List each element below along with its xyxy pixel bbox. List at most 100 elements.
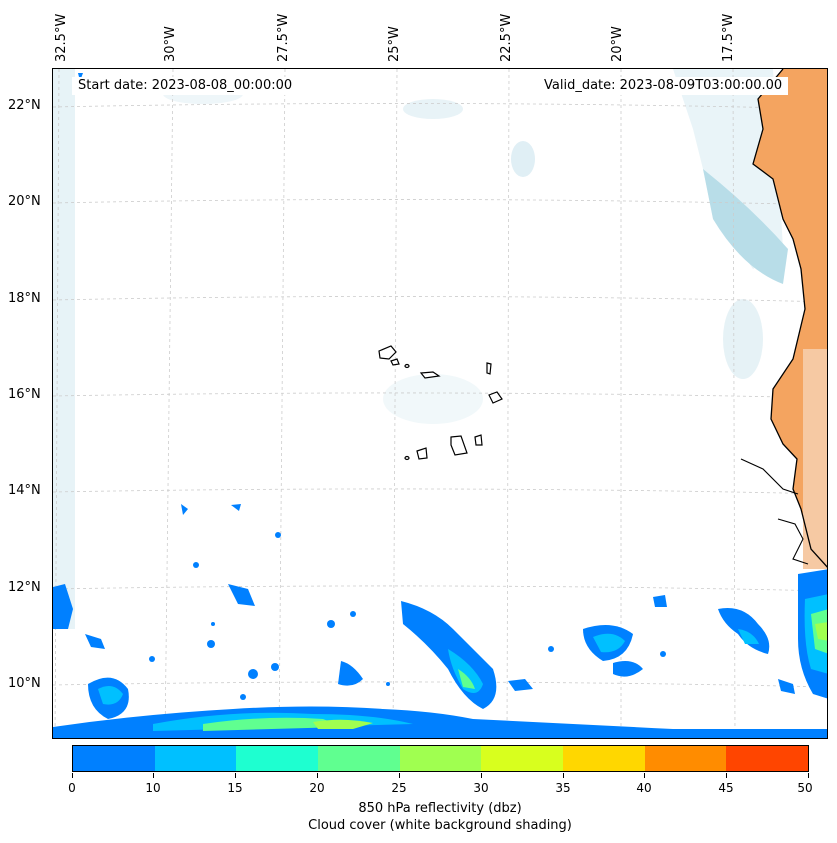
colorbar-segment-25-30 (399, 746, 482, 771)
island-santo-antao (378, 345, 397, 360)
colorbar-subtitle: Cloud cover (white background shading) (308, 818, 572, 833)
colorbar-tick (72, 773, 73, 778)
reflectivity-cell (548, 646, 554, 652)
reflectivity-band-peak (313, 719, 373, 729)
colorbar-label-40: 40 (636, 781, 652, 795)
grid-lat-18n (53, 296, 827, 303)
reflectivity-cell (401, 601, 497, 709)
grid-lat-14n (53, 488, 827, 495)
colorbar-segment-15-20 (236, 746, 319, 771)
colorbar-tick (563, 773, 564, 778)
lon-label-32-5w: 32.5°W (54, 13, 69, 62)
reflectivity-cell (653, 595, 667, 607)
grid-lat-20n (53, 199, 827, 206)
colorbar-label-25: 25 (391, 781, 407, 795)
colorbar-label-20: 20 (309, 781, 325, 795)
reflectivity-cell (248, 669, 258, 679)
start-date-label: Start date: 2023-08-08_00:00:00 (72, 77, 299, 95)
reflectivity-cell (240, 694, 246, 700)
reflectivity-cell (271, 663, 279, 671)
island-sal (486, 362, 492, 375)
border-line (777, 518, 809, 565)
grid-lat-16n (53, 392, 827, 399)
colorbar-tick (399, 773, 400, 778)
reflectivity-cell (275, 532, 281, 538)
reflectivity-cell (660, 651, 666, 657)
island-brava (404, 455, 410, 461)
reflectivity-cell (231, 504, 241, 511)
reflectivity-cell (508, 679, 533, 691)
colorbar-tick (235, 773, 236, 778)
island-fogo (416, 447, 428, 460)
colorbar-label-0: 0 (68, 781, 76, 795)
cloud-patch (383, 374, 483, 424)
grid-lat-12n (53, 585, 827, 592)
lon-label-30w: 30°W (163, 26, 178, 62)
reflectivity-cell (386, 682, 390, 686)
colorbar-tick (481, 773, 482, 778)
grid-lat-10n (53, 681, 827, 688)
colorbar-segment-0-10 (73, 746, 155, 771)
reflectivity-cell (211, 622, 215, 626)
cloud-patch (403, 99, 463, 119)
grid-lon-22-5w (506, 69, 510, 738)
colorbar-label-45: 45 (718, 781, 734, 795)
cloud-shading-dense (703, 169, 788, 284)
grid-lat-22n (53, 103, 827, 110)
colorbar-segment-45-50 (726, 746, 809, 771)
reflectivity-cell (207, 640, 215, 648)
colorbar-segment-20-25 (318, 746, 400, 771)
island-sao-vicente (390, 358, 400, 366)
colorbar-tick (317, 773, 318, 778)
reflectivity-cell (228, 584, 255, 606)
colorbar-segment-30-35 (481, 746, 564, 771)
island-sao-nicolau (419, 371, 441, 379)
cloud-patch (723, 299, 763, 379)
map-canvas (53, 69, 827, 738)
reflectivity-field (53, 73, 827, 738)
map-panel (52, 68, 828, 739)
lon-label-20w: 20°W (610, 26, 625, 62)
colorbar-segment-35-40 (563, 746, 645, 771)
colorbar-label-50: 50 (797, 781, 813, 795)
lon-label-25w: 25°W (387, 26, 402, 62)
colorbar-segment-10-15 (154, 746, 237, 771)
lon-label-22-5w: 22.5°W (499, 13, 514, 62)
reflectivity-cell (327, 620, 335, 628)
reflectivity-cell (613, 661, 643, 677)
colorbar-tick (644, 773, 645, 778)
colorbar-label-35: 35 (555, 781, 571, 795)
reflectivity-cell (350, 611, 356, 617)
lat-label-18n: 18°N (8, 291, 41, 306)
island-santa-luzia (404, 363, 410, 369)
west-africa-land-faded (803, 349, 827, 569)
reflectivity-cell-coast (815, 622, 827, 641)
valid-date-label: Valid_date: 2023-08-09T03:00:00.00 (538, 77, 789, 95)
island-boa-vista (488, 391, 503, 404)
lat-label-14n: 14°N (8, 483, 41, 498)
grid-lon-27-5w (278, 69, 286, 738)
lon-label-27-5w: 27.5°W (276, 13, 291, 62)
colorbar-tick (153, 773, 154, 778)
reflectivity-cell (98, 685, 123, 705)
colorbar-title: 850 hPa reflectivity (dbz) (358, 801, 522, 816)
lat-label-12n: 12°N (8, 580, 41, 595)
grid-lon-25w (392, 69, 398, 738)
lat-label-16n: 16°N (8, 387, 41, 402)
grid-lon-30w (164, 69, 174, 738)
reflectivity-cell (85, 634, 105, 649)
lat-label-10n: 10°N (8, 676, 41, 691)
island-maio (474, 434, 483, 446)
border-line (740, 458, 799, 495)
reflectivity-cell (778, 679, 795, 694)
colorbar-label-15: 15 (227, 781, 243, 795)
reflectivity-cell (458, 669, 475, 689)
reflectivity-band-peak (203, 717, 343, 731)
colorbar-tick (808, 773, 809, 778)
cloud-patch (511, 141, 535, 177)
island-santiago (450, 435, 468, 456)
reflectivity-cell (181, 504, 188, 515)
lat-label-22n: 22°N (8, 98, 41, 113)
reflectivity-cell (149, 656, 155, 662)
colorbar-tick (726, 773, 727, 778)
